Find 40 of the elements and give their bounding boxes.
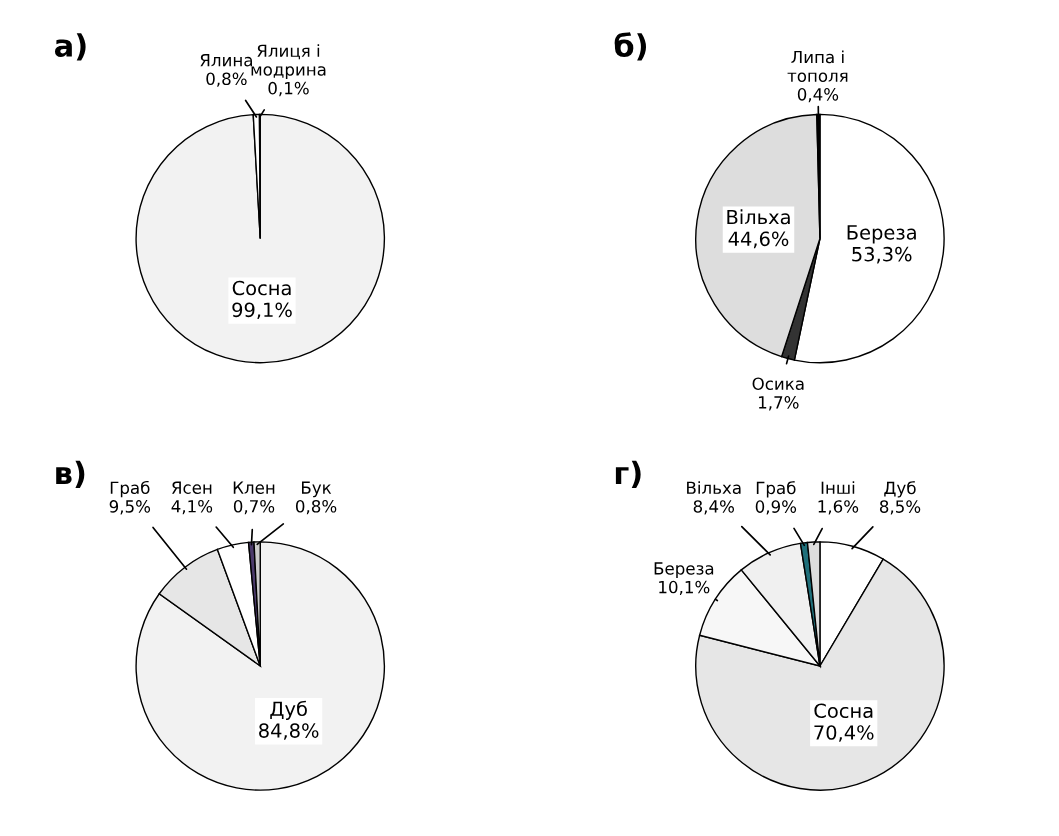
data-label: 84,8% xyxy=(259,723,319,740)
data-label: 70,4% xyxy=(814,725,874,742)
data-label: 10,1% xyxy=(659,580,710,596)
data-label: 0,1% xyxy=(268,81,309,97)
chart-title: б) xyxy=(614,32,647,61)
slice-label: Береза xyxy=(654,562,714,578)
chart-title: г) xyxy=(615,460,641,488)
slice-label: Береза xyxy=(847,225,916,244)
data-label: 4,1% xyxy=(171,499,213,515)
data-label: 8,5% xyxy=(879,500,921,515)
slice-label: Інші xyxy=(821,481,855,494)
slice-label: Дуб xyxy=(884,481,916,498)
data-label: 1,7% xyxy=(758,396,799,411)
data-label: 1,6% xyxy=(818,500,859,515)
data-label: 44,6% xyxy=(728,231,789,249)
data-label: 0,4% xyxy=(797,88,839,103)
data-label: 53,3% xyxy=(852,246,912,264)
slice-label: Вільха xyxy=(687,481,741,495)
slice-label: Ялиця і модрина xyxy=(251,44,326,79)
slice-label: Граб xyxy=(756,481,796,498)
slice-label: Вільха xyxy=(727,209,790,225)
slice-label: Ясен xyxy=(172,481,212,494)
slice-label: Липа і тополя xyxy=(787,50,848,82)
slice-label: Сосна xyxy=(814,703,873,719)
chart-title: в) xyxy=(56,460,85,488)
slice-label: Осика xyxy=(752,377,804,391)
slice-label: Ялина xyxy=(200,54,252,67)
data-label: 0,8% xyxy=(295,499,337,515)
chart-title: а) xyxy=(54,33,86,61)
slice-label: Граб xyxy=(110,480,150,498)
slice-label: Сосна xyxy=(232,280,291,296)
data-label: 99,1% xyxy=(232,302,292,320)
data-label: 9,5% xyxy=(109,500,151,515)
data-label: 0,9% xyxy=(755,500,797,515)
data-label: 0,8% xyxy=(206,72,247,87)
slice-label: Клен xyxy=(233,481,275,494)
slice-label: Дуб xyxy=(270,700,307,720)
slice-label: Бук xyxy=(302,481,332,498)
data-label: 0,7% xyxy=(233,499,275,515)
data-label: 8,4% xyxy=(693,500,734,515)
